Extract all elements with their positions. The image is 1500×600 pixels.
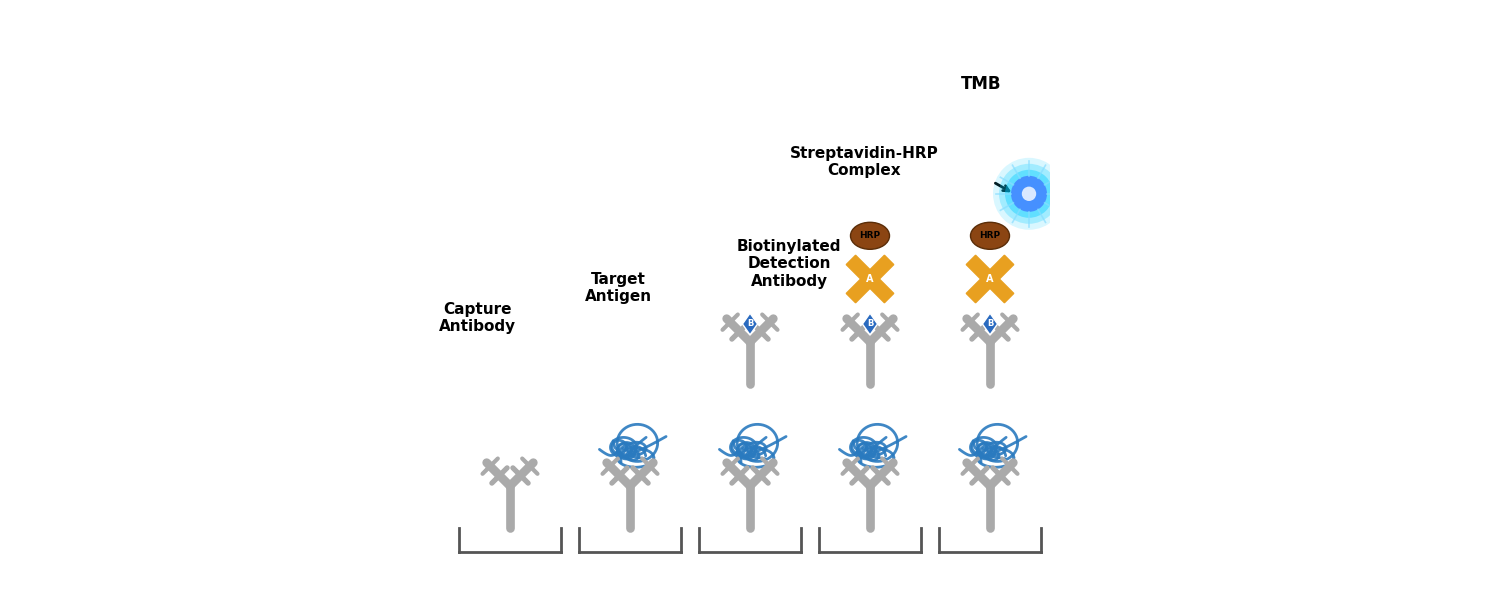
Text: Capture
Antibody: Capture Antibody [438,302,516,334]
Polygon shape [846,255,894,303]
Circle shape [999,164,1059,224]
Circle shape [1005,170,1053,218]
Text: HRP: HRP [980,232,1000,241]
Circle shape [993,158,1065,230]
Text: Streptavidin-HRP
Complex: Streptavidin-HRP Complex [789,146,939,178]
Polygon shape [742,313,758,335]
Polygon shape [966,255,1014,303]
Text: Target
Antigen: Target Antigen [585,272,651,304]
Text: B: B [747,319,753,329]
Ellipse shape [850,223,889,250]
Polygon shape [846,255,894,303]
Polygon shape [966,255,1014,303]
Text: Biotinylated
Detection
Antibody: Biotinylated Detection Antibody [736,239,842,289]
Circle shape [1011,176,1047,212]
Polygon shape [862,313,877,335]
Text: A: A [867,274,873,284]
Polygon shape [982,313,998,335]
Circle shape [1022,187,1036,201]
Text: HRP: HRP [859,232,880,241]
Text: TMB: TMB [960,75,1002,93]
Text: B: B [987,319,993,329]
Text: A: A [987,274,993,284]
Ellipse shape [970,223,1010,250]
Text: B: B [867,319,873,329]
